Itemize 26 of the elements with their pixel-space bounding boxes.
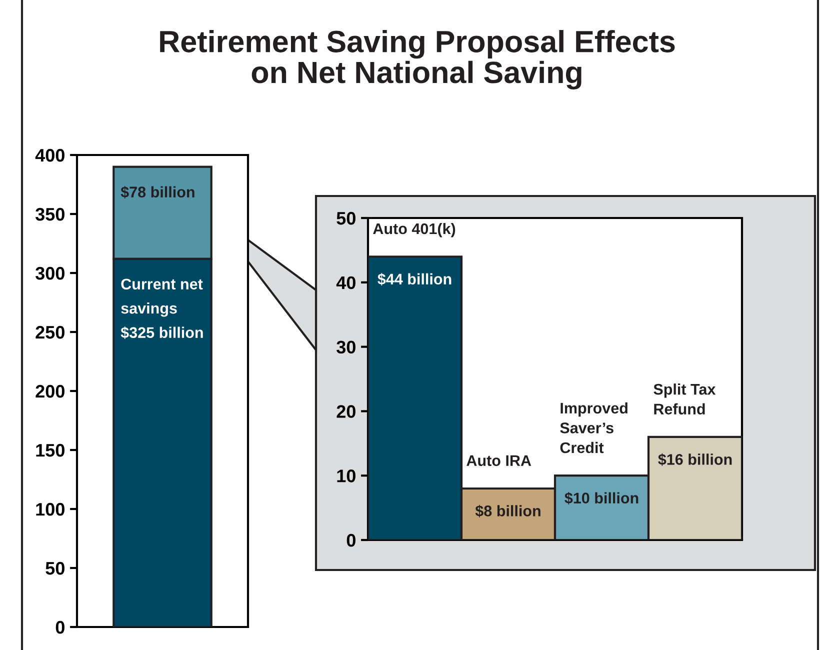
y-tick-label: 250 bbox=[36, 326, 64, 339]
y-tick-label: 50 bbox=[46, 562, 64, 575]
data-label: $16 billion bbox=[658, 453, 732, 466]
y-tick-label: 350 bbox=[35, 208, 64, 221]
y-tick-label: 0 bbox=[346, 534, 356, 547]
data-label: $44 billion bbox=[378, 273, 452, 286]
x-tick-label: Split Tax Refund bbox=[654, 383, 716, 414]
data-label: $78 billion bbox=[120, 186, 194, 198]
data-label: Current net savings $325 billion bbox=[120, 278, 203, 339]
y-tick-label: 300 bbox=[35, 266, 64, 280]
x-tick-label: Auto IRA bbox=[466, 455, 532, 466]
x-tick-label: Improved Saver’s Credit bbox=[560, 402, 628, 454]
y-tick-label: 50 bbox=[336, 212, 356, 225]
y-tick-label: 150 bbox=[36, 444, 64, 457]
y-tick-label: 40 bbox=[336, 276, 356, 290]
data-label: $8 billion bbox=[475, 504, 540, 518]
y-tick-label: 20 bbox=[336, 405, 356, 418]
y-tick-label: 100 bbox=[36, 502, 64, 516]
text: Retirement Saving Proposal Effects on Net National Saving bbox=[160, 30, 675, 90]
y-tick-label: 400 bbox=[35, 148, 64, 162]
data-label: $10 billion bbox=[564, 492, 638, 504]
y-tick-label: 200 bbox=[36, 384, 64, 398]
y-tick-label: 0 bbox=[56, 620, 64, 634]
x-tick-label: Auto 401(k) bbox=[373, 222, 456, 238]
y-tick-label: 10 bbox=[337, 470, 356, 482]
y-tick-label: 30 bbox=[336, 340, 356, 354]
